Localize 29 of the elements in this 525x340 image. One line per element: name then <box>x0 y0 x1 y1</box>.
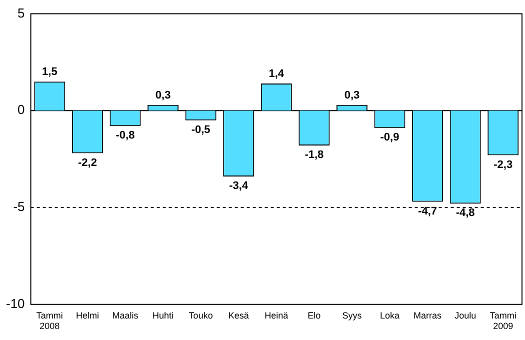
y-tick-label: 0 <box>18 102 25 118</box>
x-tick-label: Maalis <box>112 310 139 320</box>
x-tick-label: Loka <box>380 310 400 320</box>
data-label: 0,3 <box>344 89 360 102</box>
x-tick-label: Helmi <box>76 310 99 320</box>
x-tick-label: Heinä <box>264 310 288 320</box>
x-tick-label: Touko <box>188 310 213 320</box>
x-tick-label: Joulu <box>454 310 476 320</box>
y-tick-label: -5 <box>13 199 25 214</box>
y-tick-label: -10 <box>6 296 25 311</box>
data-label: -0,9 <box>380 132 400 144</box>
data-label: -3,4 <box>229 180 249 192</box>
x-tick-label: Marras <box>414 310 442 320</box>
data-label: -0,5 <box>191 124 210 136</box>
x-tick-label: Syys <box>342 310 362 320</box>
data-label: -2,3 <box>494 158 513 171</box>
x-tick-label: Tammi 2008 <box>36 310 63 332</box>
x-tick-label: Kesä <box>228 310 249 320</box>
data-label: 0,3 <box>155 89 171 102</box>
data-label: -2,2 <box>78 156 97 169</box>
data-label: 1,5 <box>42 66 58 78</box>
data-label: -4,8 <box>456 207 475 220</box>
y-tick-label: 5 <box>18 5 25 20</box>
x-tick-label: Huhti <box>152 310 174 320</box>
data-label: 1,4 <box>268 68 285 80</box>
x-tick-label: Elo <box>308 310 321 320</box>
x-tick-label: Tammi 2009 <box>490 310 516 332</box>
data-label: -0,8 <box>116 130 135 142</box>
data-label: -1,8 <box>304 149 324 162</box>
